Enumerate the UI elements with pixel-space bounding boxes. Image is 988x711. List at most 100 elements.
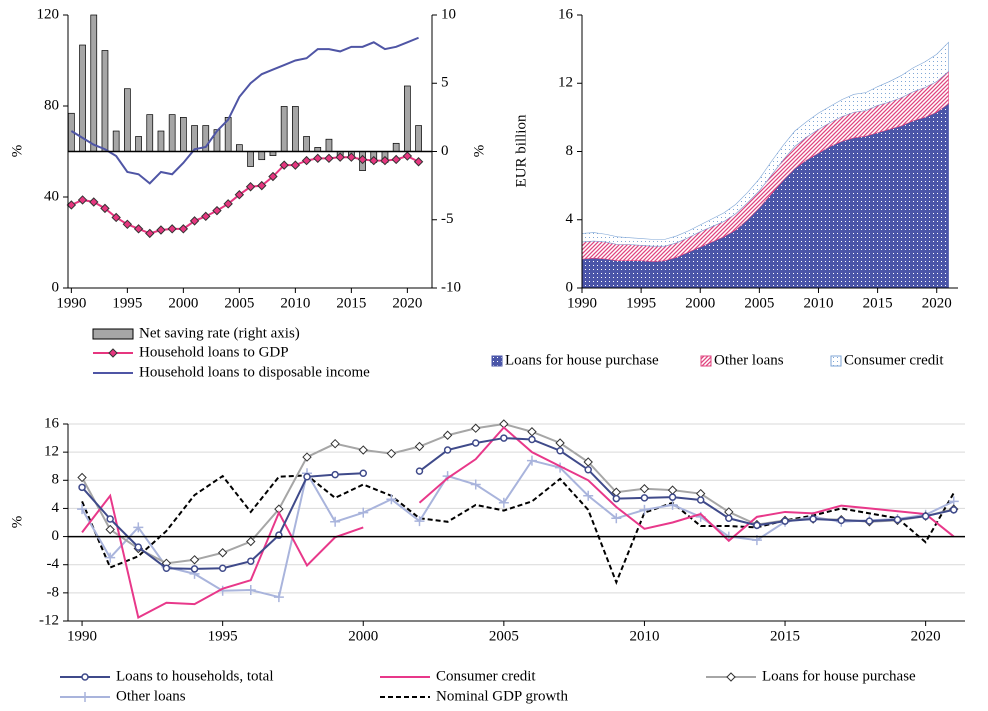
bar bbox=[415, 125, 422, 152]
point bbox=[162, 564, 171, 572]
point bbox=[358, 445, 368, 455]
point bbox=[667, 499, 678, 510]
y2-tick-label: 5 bbox=[441, 75, 449, 91]
point bbox=[313, 153, 323, 164]
point bbox=[78, 483, 86, 492]
point bbox=[584, 465, 592, 474]
line bbox=[70, 36, 419, 185]
point bbox=[303, 473, 311, 481]
point bbox=[865, 517, 874, 525]
legend-label: Other loans bbox=[116, 688, 186, 704]
point bbox=[498, 497, 509, 508]
point bbox=[178, 224, 189, 234]
point bbox=[667, 485, 678, 495]
x-tick-label: 2015 bbox=[336, 295, 366, 311]
area bbox=[581, 41, 949, 247]
point bbox=[105, 552, 116, 563]
point bbox=[639, 504, 650, 515]
point bbox=[413, 157, 424, 167]
y-axis-title: % bbox=[9, 516, 25, 529]
point bbox=[217, 548, 228, 558]
point bbox=[273, 592, 284, 603]
y-tick-label: 0 bbox=[52, 279, 60, 295]
bar bbox=[157, 130, 165, 152]
point bbox=[471, 439, 480, 447]
point bbox=[470, 479, 481, 490]
y2-axis-title: % bbox=[471, 145, 487, 158]
y-tick-label: 0 bbox=[52, 528, 60, 544]
point bbox=[246, 536, 256, 547]
point bbox=[133, 224, 144, 234]
point bbox=[696, 496, 705, 504]
x-tick-label: 2005 bbox=[224, 295, 254, 311]
bar bbox=[292, 106, 299, 152]
point bbox=[302, 452, 312, 462]
point bbox=[471, 423, 481, 433]
point bbox=[414, 441, 425, 452]
point bbox=[234, 190, 245, 200]
point bbox=[556, 446, 564, 455]
line bbox=[81, 437, 954, 570]
x-tick-label: 1990 bbox=[67, 628, 97, 644]
point bbox=[77, 472, 87, 483]
x-tick-label: 1995 bbox=[208, 628, 238, 644]
legend-marker bbox=[108, 348, 118, 358]
bar bbox=[124, 88, 131, 152]
legend-marker bbox=[80, 692, 90, 702]
point bbox=[247, 557, 255, 565]
point bbox=[189, 555, 200, 565]
point bbox=[639, 484, 650, 494]
point bbox=[212, 205, 222, 216]
x-tick-label: 1995 bbox=[626, 295, 656, 311]
legend-label: Consumer credit bbox=[844, 352, 944, 368]
bar bbox=[303, 136, 310, 152]
y-tick-label: 80 bbox=[44, 97, 59, 113]
point bbox=[324, 153, 334, 164]
legend-label: Other loans bbox=[714, 352, 784, 368]
y-axis-title: EUR billion bbox=[513, 114, 529, 187]
point bbox=[190, 565, 199, 573]
y-tick-label: 8 bbox=[566, 143, 574, 159]
point bbox=[611, 513, 622, 524]
point bbox=[331, 470, 339, 479]
y2-tick-label: 0 bbox=[441, 143, 449, 159]
line bbox=[81, 474, 955, 586]
y-tick-label: -8 bbox=[47, 584, 60, 600]
point bbox=[921, 512, 930, 520]
bar bbox=[247, 151, 254, 167]
bar bbox=[236, 144, 243, 152]
y-tick-label: 4 bbox=[566, 211, 574, 227]
x-tick-label: 2015 bbox=[863, 295, 893, 311]
point bbox=[330, 516, 341, 527]
bar bbox=[258, 151, 266, 161]
point bbox=[443, 446, 452, 454]
y2-tick-label: -10 bbox=[441, 279, 461, 295]
point bbox=[369, 155, 379, 166]
point bbox=[245, 585, 256, 596]
y-tick-label: 120 bbox=[37, 6, 60, 22]
x-tick-label: 2015 bbox=[770, 628, 800, 644]
bar bbox=[180, 117, 187, 152]
y-tick-label: 8 bbox=[52, 472, 60, 488]
x-tick-label: 1990 bbox=[56, 295, 86, 311]
point bbox=[528, 435, 536, 444]
x-tick-label: 2000 bbox=[685, 295, 715, 311]
point bbox=[380, 155, 390, 166]
point bbox=[189, 216, 200, 226]
x-tick-label: 2020 bbox=[911, 628, 941, 644]
point bbox=[66, 200, 77, 210]
point bbox=[359, 469, 368, 477]
bar bbox=[112, 130, 120, 152]
y-tick-label: 16 bbox=[44, 415, 60, 431]
bar bbox=[404, 85, 411, 152]
point bbox=[133, 522, 144, 533]
point bbox=[612, 494, 621, 503]
point bbox=[391, 154, 401, 165]
bar bbox=[280, 106, 288, 152]
x-tick-label: 2010 bbox=[280, 295, 310, 311]
point bbox=[668, 493, 677, 501]
x-tick-label: 2000 bbox=[168, 295, 198, 311]
point bbox=[809, 515, 817, 523]
point bbox=[527, 427, 537, 437]
